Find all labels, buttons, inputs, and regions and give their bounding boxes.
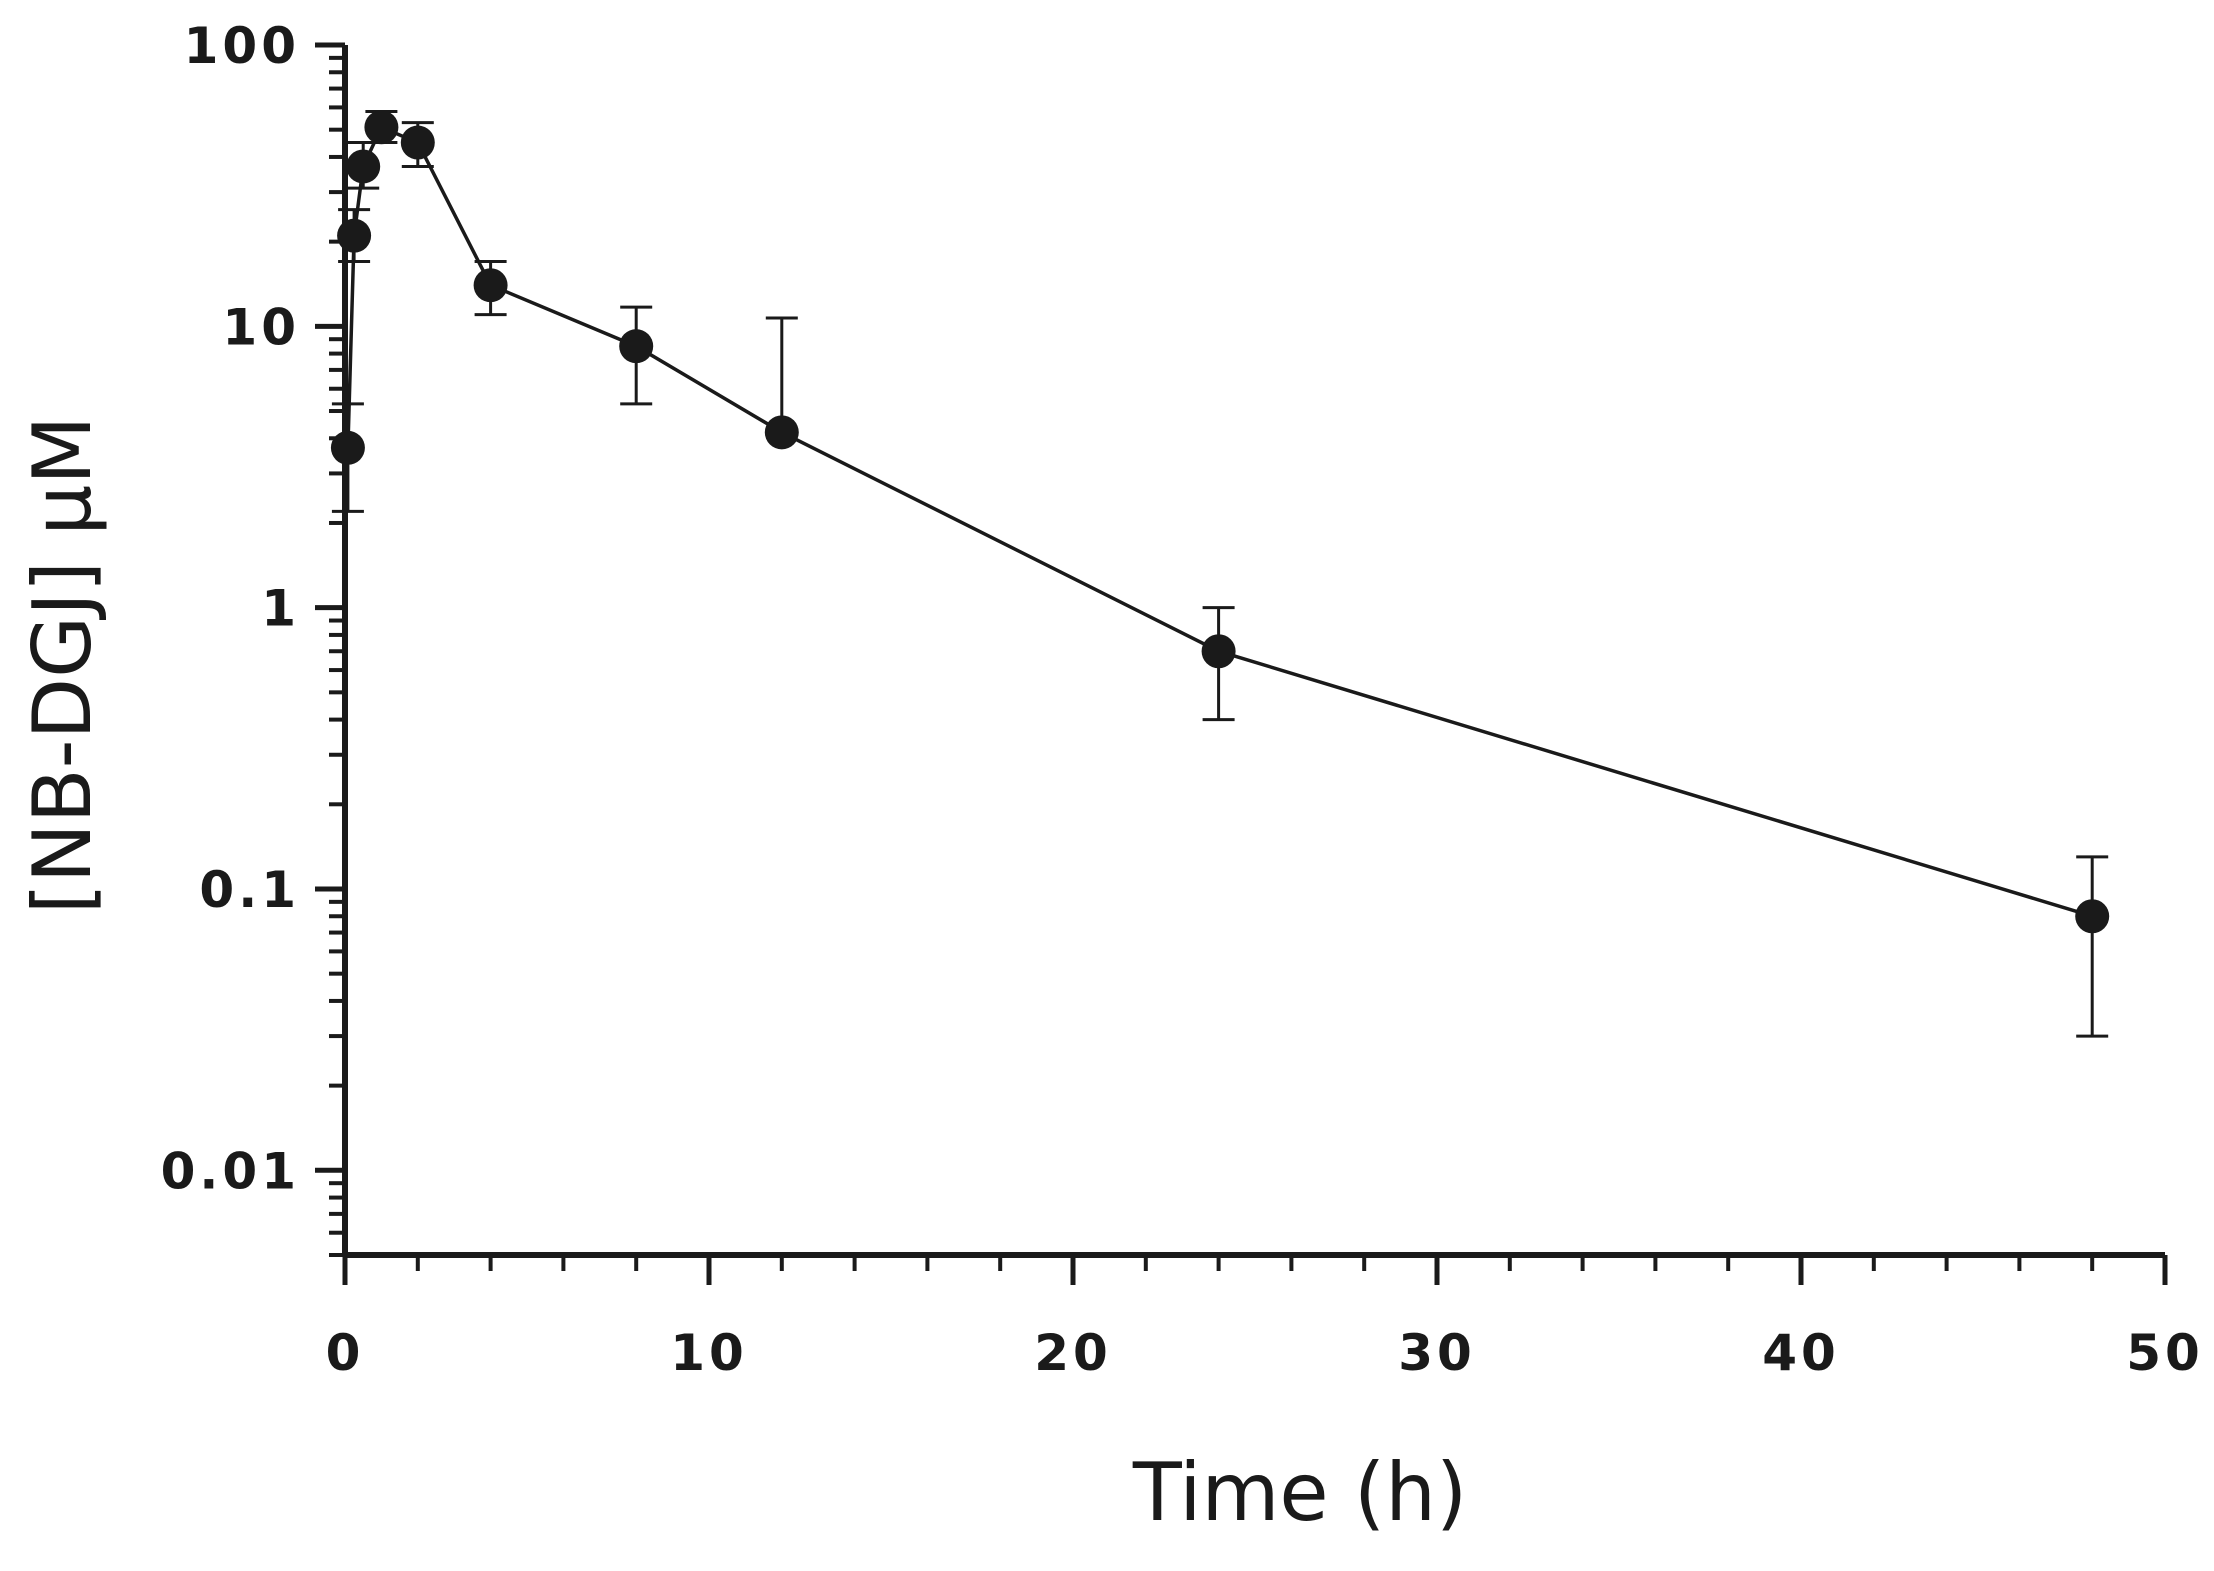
y-tick-label: 10 — [222, 298, 300, 356]
x-tick-label: 50 — [2126, 1324, 2204, 1382]
data-point — [619, 329, 654, 364]
data-point — [330, 430, 365, 465]
data-point — [400, 125, 435, 160]
axes: 0 10 20 30 40 50 0.01 0.1 1 10 100 — [161, 17, 2204, 1382]
data-point — [764, 415, 799, 450]
y-tick-label: 1 — [261, 580, 300, 638]
x-tick-label: 0 — [326, 1324, 365, 1382]
x-tick-label: 40 — [1762, 1324, 1840, 1382]
y-tick-label: 0.01 — [161, 1142, 300, 1200]
data-point — [337, 218, 372, 253]
data-point — [473, 268, 508, 303]
x-axis-title: Time (h) — [1132, 1446, 1467, 1539]
data-point — [1201, 634, 1236, 669]
x-tick-label: 30 — [1398, 1324, 1476, 1382]
x-tick-label: 10 — [670, 1324, 748, 1382]
data-point — [364, 110, 399, 145]
y-tick-label: 0.1 — [199, 861, 300, 919]
x-tick-label: 20 — [1034, 1324, 1112, 1382]
data-point — [2075, 899, 2110, 934]
data-point — [346, 149, 381, 184]
plot-area — [330, 110, 2110, 1038]
y-tick-label: 100 — [184, 17, 300, 75]
y-axis-title: [NB-DGJ] μM — [16, 416, 109, 915]
series-line — [346, 125, 2093, 918]
